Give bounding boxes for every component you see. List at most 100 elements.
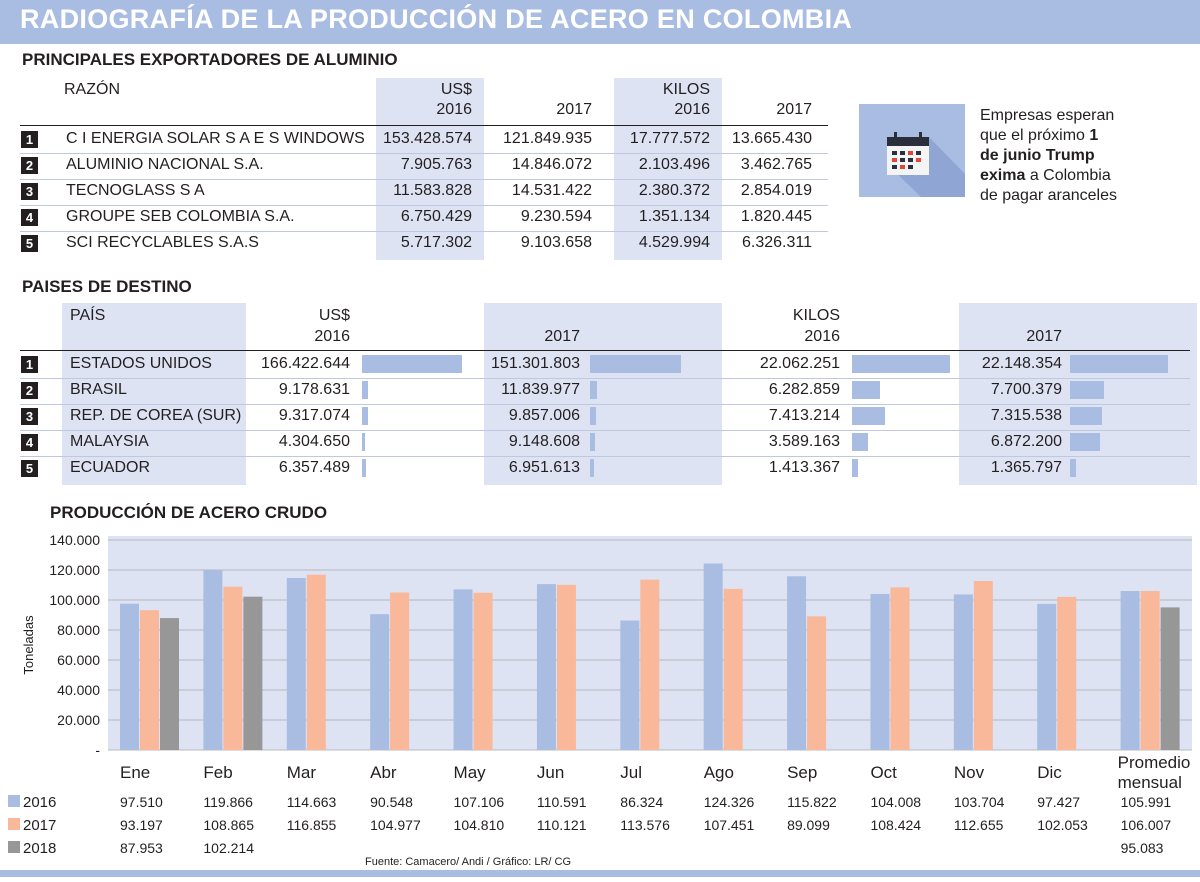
data-label-2017: 93.197 <box>120 817 163 833</box>
bar-2018 <box>160 618 179 750</box>
exporter-kg2017: 6.326.311 <box>742 234 812 251</box>
data-label-2017: 108.865 <box>203 817 254 833</box>
y-tick-label: 60.000 <box>57 652 100 668</box>
data-label-2017: 104.977 <box>370 817 421 833</box>
destinations-usd2017-column-shade <box>484 303 722 485</box>
title-banner: RADIOGRAFÍA DE LA PRODUCCIÓN DE ACERO EN… <box>0 0 1200 44</box>
destination-name: REP. DE COREA (SUR) <box>70 407 242 424</box>
bar-2017 <box>890 587 910 750</box>
x-tick-label: Ago <box>704 763 734 782</box>
chart-title: PRODUCCIÓN DE ACERO CRUDO <box>50 503 328 522</box>
x-tick-label: Ene <box>120 763 150 782</box>
destination-name: ECUADOR <box>70 459 151 476</box>
y-tick-label: 140.000 <box>49 532 100 548</box>
bar-2017 <box>723 588 743 750</box>
legend-swatch-2016 <box>8 795 20 807</box>
page-title: RADIOGRAFÍA DE LA PRODUCCIÓN DE ACERO EN… <box>20 4 853 34</box>
data-label-2017: 108.424 <box>870 817 921 833</box>
x-tick-label: Oct <box>870 763 897 782</box>
exporter-kg2017: 13.665.430 <box>731 130 812 147</box>
destinations-year-usd2017: 2017 <box>544 328 580 345</box>
exporter-usd2017: 9.230.594 <box>520 208 592 225</box>
destination-bar-usd2017 <box>590 433 595 451</box>
destination-kg2016: 3.589.163 <box>768 433 840 450</box>
bar-2017 <box>390 592 410 750</box>
x-tick-label: May <box>454 763 487 782</box>
bottom-bar <box>0 870 1200 877</box>
bar-2017 <box>807 616 827 750</box>
bar-2017 <box>473 592 493 750</box>
destination-bar-usd2017 <box>590 407 596 425</box>
y-tick-label: 120.000 <box>49 562 100 578</box>
destination-kg2017: 22.148.354 <box>981 355 1062 372</box>
destinations-name-column-shade <box>62 303 246 485</box>
steel-production-chart: - 20.000 40.000 60.000 80.000 100.000 120.000 1… <box>0 528 1200 877</box>
bar-2016 <box>203 570 223 750</box>
destinations-year-usd2016: 2016 <box>314 328 350 345</box>
exporter-rank: 3 <box>21 183 38 200</box>
exporter-kg2016: 2.103.496 <box>638 156 710 173</box>
exporter-usd2016: 11.583.828 <box>393 182 472 199</box>
exporters-year-kg2017: 2017 <box>776 101 812 118</box>
exporters-kg2016-column-shade <box>614 78 722 260</box>
destination-usd2017: 11.839.977 <box>501 381 580 398</box>
exporters-col-name: RAZÓN <box>64 81 120 98</box>
x-tick-label: mensual <box>1118 773 1182 792</box>
callout-line-3: de junio Trump <box>980 147 1095 164</box>
destination-usd2017: 9.148.608 <box>508 433 580 450</box>
exporter-kg2017: 3.462.765 <box>740 156 812 173</box>
data-label-2017: 116.855 <box>287 817 337 833</box>
destinations-col-usd: US$ <box>318 307 350 324</box>
destination-row-separator <box>20 430 1190 431</box>
bar-2017 <box>1140 590 1160 750</box>
data-label-2017: 112.655 <box>954 817 1004 833</box>
data-label-2016: 86.324 <box>620 794 663 810</box>
exporter-row-separator <box>20 205 828 206</box>
data-label-2017: 113.576 <box>620 817 670 833</box>
destination-row-separator <box>20 378 1190 379</box>
exporter-usd2016: 6.750.429 <box>400 208 472 225</box>
callout-line-4: exima a Colombia <box>980 167 1111 184</box>
destination-bar-kg2017 <box>1070 381 1104 399</box>
x-tick-label: Sep <box>787 763 817 782</box>
destination-bar-kg2016 <box>852 355 950 373</box>
destination-bar-kg2017 <box>1070 459 1076 477</box>
exporter-name: SCI RECYCLABLES S.A.S <box>66 234 259 251</box>
exporters-usd2016-column-shade <box>376 78 484 260</box>
exporter-kg2016: 1.351.134 <box>638 208 710 225</box>
destination-kg2017: 6.872.200 <box>990 433 1062 450</box>
destination-rank: 2 <box>21 382 38 399</box>
destination-usd2016: 9.178.631 <box>278 381 350 398</box>
y-axis-label: Toneladas <box>21 615 36 675</box>
data-label-2016: 114.663 <box>287 794 337 810</box>
exporter-rank: 5 <box>21 235 38 252</box>
destination-bar-kg2017 <box>1070 407 1102 425</box>
y-tick-label: 20.000 <box>57 712 100 728</box>
destination-kg2016: 22.062.251 <box>759 355 840 372</box>
x-tick-label: Dic <box>1037 763 1062 782</box>
data-label-2017: 102.053 <box>1037 817 1088 833</box>
bar-2017 <box>1057 596 1077 750</box>
exporter-usd2017: 14.531.422 <box>511 182 592 199</box>
bar-2017 <box>640 579 660 750</box>
exporter-row-separator <box>20 231 828 232</box>
destination-bar-kg2016 <box>852 407 885 425</box>
exporters-year-usd2016: 2016 <box>436 101 472 118</box>
exporter-name: ALUMINIO NACIONAL S.A. <box>66 156 264 173</box>
exporter-usd2017: 9.103.658 <box>520 234 592 251</box>
data-label-2016: 110.591 <box>537 794 587 810</box>
exporter-kg2016: 17.777.572 <box>629 130 710 147</box>
bar-2016 <box>620 620 640 750</box>
y-tick-label: 100.000 <box>49 592 100 608</box>
bar-2018 <box>1160 607 1180 750</box>
bar-2017 <box>556 584 576 750</box>
exporter-rank: 1 <box>21 131 38 148</box>
callout-line-1: Empresas esperan <box>980 107 1115 124</box>
bar-2018 <box>243 596 263 750</box>
legend-swatch-2018 <box>8 841 20 853</box>
data-label-2016: 124.326 <box>704 794 755 810</box>
callout-line-5: de pagar aranceles <box>980 187 1117 204</box>
bar-2016 <box>286 578 306 750</box>
bar-2016 <box>953 594 973 750</box>
destination-usd2017: 9.857.006 <box>508 407 580 424</box>
